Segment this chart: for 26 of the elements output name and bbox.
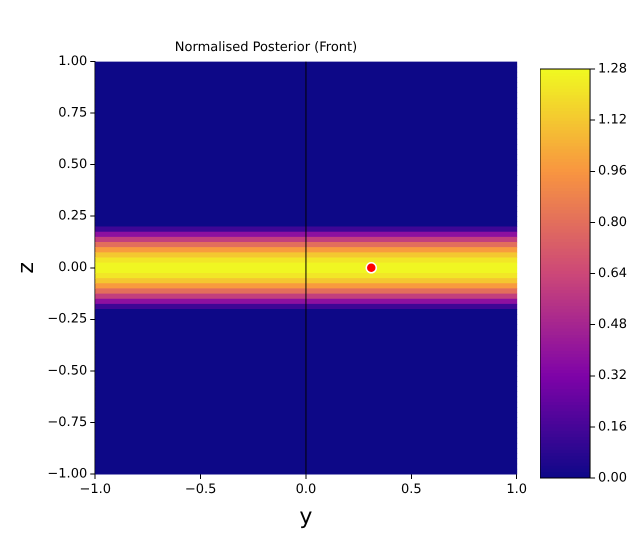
- y-tick-label: 0.50: [58, 157, 88, 172]
- color-bar-label: 1.12: [598, 112, 628, 128]
- color-bar-label: 0.48: [598, 317, 628, 332]
- y-tick-label: 0.75: [58, 106, 88, 121]
- x-tick-label: 0.5: [400, 482, 422, 498]
- y-tick-label: −0.75: [47, 414, 88, 430]
- color-bar-label: 0.16: [598, 419, 628, 434]
- y-tick-label: 0.00: [58, 260, 88, 276]
- color-bar-label: 1.28: [598, 61, 628, 76]
- y-tick-label: 0.25: [58, 208, 88, 224]
- color-bar-label: 0.96: [598, 164, 628, 179]
- color-bar-label: 0.32: [598, 368, 628, 384]
- x-tick-label: 1.0: [506, 482, 528, 498]
- y-tick-label: −0.25: [47, 312, 88, 327]
- color-bar-label: 0.00: [598, 470, 628, 486]
- y-tick-label: −0.50: [47, 363, 88, 378]
- color-bar-label: 0.80: [598, 214, 628, 230]
- x-tick-label: −0.5: [184, 482, 216, 498]
- x-tick-label: 0.0: [296, 482, 316, 498]
- chart-title: Normalised Posterior (Front): [174, 40, 358, 56]
- x-tick-label: −1.0: [79, 482, 112, 498]
- y-tick-label: 1.00: [58, 54, 88, 69]
- x-axis-title: y: [299, 504, 312, 530]
- y-axis-title: z: [14, 262, 39, 274]
- color-bar-label: 0.64: [598, 266, 628, 281]
- y-tick-label: −1.00: [47, 466, 88, 482]
